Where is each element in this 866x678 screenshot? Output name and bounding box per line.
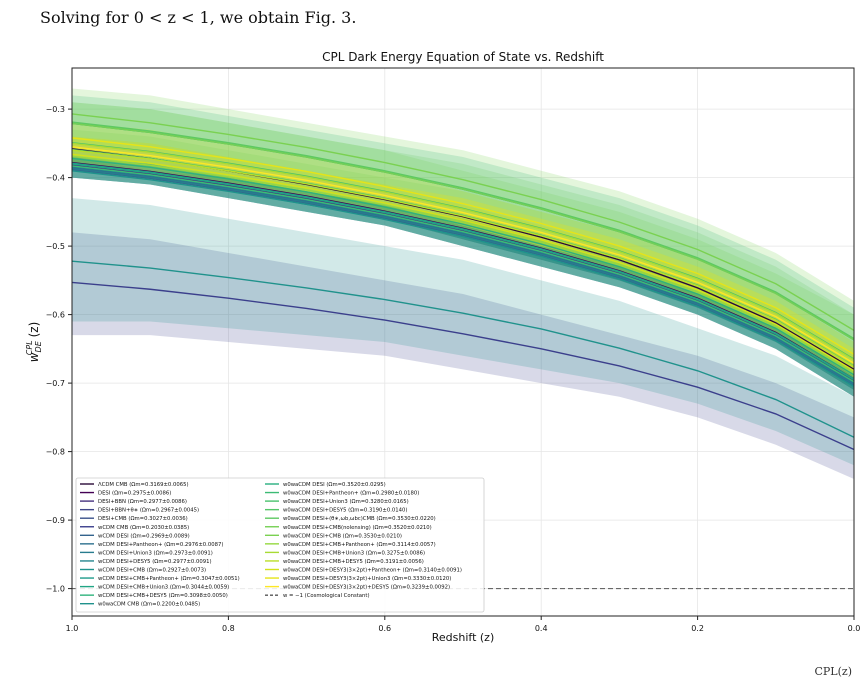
series-line-24 <box>71 149 855 368</box>
band-8 <box>72 157 854 397</box>
y-axis-label-sup: CPL <box>25 340 34 355</box>
y-tick-label: −0.6 <box>46 311 65 320</box>
lines <box>71 113 855 451</box>
x-tick-label: 0.8 <box>222 624 235 633</box>
legend: ΛCDM CMB (Ωm=0.3169±0.0065) DESI (Ωm=0.29… <box>75 477 485 613</box>
y-tick-label: −0.4 <box>46 174 65 183</box>
y-tick-label: −1.0 <box>46 585 65 594</box>
y-axis-label-sub: DE <box>34 340 43 352</box>
plot-frame <box>71 67 855 617</box>
legend-box <box>75 477 485 613</box>
legend-label: w0waCDM DESI+(θ∗,ωb,ωbc)CMB (Ωm=0.3530±0… <box>283 516 436 522</box>
y-tick-label: −0.8 <box>46 448 65 457</box>
series-line-14 <box>71 260 855 438</box>
x-tick-label: 1.0 <box>66 624 79 633</box>
legend-label: w0waCDM DESI+CMB+Union3 (Ωm=0.3275±0.008… <box>283 550 425 556</box>
legend-label: w0waCDM DESI (Ωm=0.3520±0.0295) <box>283 482 386 488</box>
series-line-5 <box>71 281 855 451</box>
legend-label: w0waCDM DESI+CMB (Ωm=0.3530±0.0210) <box>283 533 402 539</box>
series-line-19 <box>71 121 855 340</box>
series-line-20 <box>71 122 855 341</box>
series-line-10 <box>71 170 855 388</box>
y-axis-label-main: w <box>27 352 41 362</box>
band-5 <box>72 232 854 479</box>
legend-label: w0waCDM DESI+CMB+Pantheon+ (Ωm=0.3114±0.… <box>283 542 436 548</box>
legend-label: w0waCDM DESI+DESY5 (Ωm=0.3190±0.0140) <box>283 508 407 514</box>
series-line-23 <box>71 142 855 361</box>
legend-label: wCDM DESI+CMB+Union3 (Ωm=0.3044±0.0059) <box>98 585 229 591</box>
band-6 <box>72 157 854 397</box>
band-27 <box>72 136 854 377</box>
series-line-16 <box>71 165 855 383</box>
band-21 <box>72 88 854 370</box>
series-line-8 <box>71 167 855 386</box>
series-line-21 <box>71 113 855 331</box>
band-18 <box>72 136 854 377</box>
legend-label: DESI+BBN (Ωm=0.2977±0.0086) <box>98 499 187 505</box>
y-tick-label: −0.9 <box>46 516 65 525</box>
y-tick-label: −0.7 <box>46 379 65 388</box>
band-14 <box>72 198 854 466</box>
legend-label: DESI+BBN+θ∗ (Ωm=0.2967±0.0045) <box>98 508 199 514</box>
series-line-27 <box>71 146 855 364</box>
y-axis-label: wDECPL (z) <box>25 322 43 363</box>
band-9 <box>72 157 854 397</box>
x-ticks: 1.0 0.8 0.6 0.4 0.2 0.0 <box>66 616 861 633</box>
x-tick-label: 0.0 <box>848 624 861 633</box>
legend-label: ΛCDM CMB (Ωm=0.3169±0.0065) <box>98 482 189 488</box>
band-17 <box>72 129 854 377</box>
legend-label: DESI (Ωm=0.2975±0.0086) <box>98 491 171 497</box>
legend-label: wCDM DESI+Union3 (Ωm=0.2973±0.0091) <box>98 550 213 556</box>
legend-label: DESI+CMB (Ωm=0.3027±0.0036) <box>98 516 188 522</box>
legend-label: w0waCDM DESI+CMB+DESY5 (Ωm=0.3191±0.0056… <box>283 559 424 565</box>
y-axis-label-tail: (z) <box>27 322 41 338</box>
y-tick-label: −0.5 <box>46 242 65 251</box>
legend-label: wCDM DESI+DESY5 (Ωm=0.2977±0.0091) <box>98 559 212 565</box>
x-tick-label: 0.2 <box>691 624 704 633</box>
legend-label: wCDM CMB (Ωm=0.2030±0.0385) <box>98 525 189 531</box>
legend-label: w0waCDM DESI+DESY3(3×2pt)+Union3 (Ωm=0.3… <box>283 576 451 582</box>
legend-label: w0waCDM DESI+DESY3(3×2pt)+DESY5 (Ωm=0.32… <box>283 585 450 591</box>
series-line-12 <box>71 163 855 381</box>
legend-label: w0waCDM DESI+CMB(nolensing) (Ωm=0.3520±0… <box>283 525 432 531</box>
lead-text: Solving for 0 < z < 1, we obtain Fig. 3. <box>40 8 357 27</box>
legend-label: wCDM DESI+CMB+Pantheon+ (Ωm=0.3047±0.005… <box>98 576 240 582</box>
y-ticks: −1.0 −0.9 −0.8 −0.7 −0.6 −0.5 −0.4 −0.3 <box>46 105 72 594</box>
legend-label: wCDM DESI+Pantheon+ (Ωm=0.2976±0.0087) <box>98 542 223 548</box>
x-tick-label: 0.6 <box>378 624 391 633</box>
legend-label: w0waCDM CMB (Ωm=0.2200±0.0485) <box>98 602 200 608</box>
chart-title: CPL Dark Energy Equation of State vs. Re… <box>322 50 604 64</box>
x-axis-label: Redshift (z) <box>432 631 495 644</box>
series-line-26 <box>71 137 855 355</box>
x-tick-label: 0.4 <box>535 624 548 633</box>
legend-label: w0waCDM DESI+Pantheon+ (Ωm=0.2980±0.0180… <box>283 491 419 497</box>
legend-label: wCDM DESI (Ωm=0.2969±0.0089) <box>98 533 190 539</box>
series-line-25 <box>71 153 855 372</box>
legend-label: w0waCDM DESI+DESY3(3×2pt)+Pantheon+ (Ωm=… <box>283 568 462 574</box>
legend-label: w = −1 (Cosmological Constant) <box>283 593 370 599</box>
legend-label: wCDM DESI+CMB+DESY5 (Ωm=0.3098±0.0050) <box>98 593 228 599</box>
series-line-22 <box>71 155 855 374</box>
band-7 <box>72 157 854 397</box>
legend-label: wCDM DESI+CMB (Ωm=0.2927±0.0073) <box>98 568 206 574</box>
y-tick-label: −0.3 <box>46 105 65 114</box>
legend-label: w0waCDM DESI+Union3 (Ωm=0.3280±0.0165) <box>283 499 409 505</box>
series-line-13 <box>71 157 855 376</box>
